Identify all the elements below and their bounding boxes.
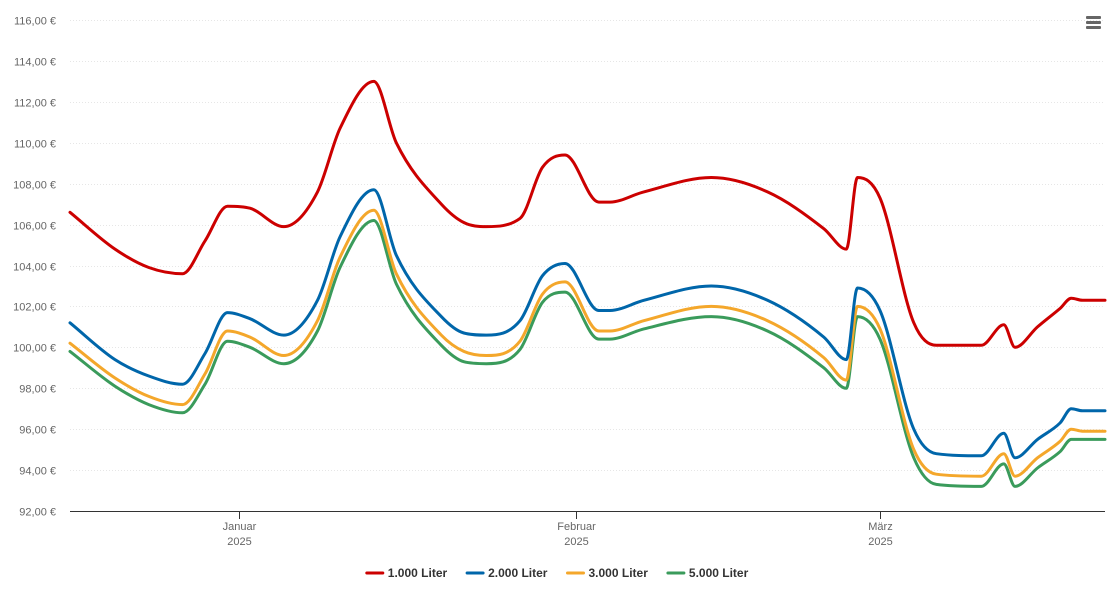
series-line [68,188,1107,460]
x-axis: Januar 2025 Februar 2025 März 2025 [70,511,1105,548]
legend-label: 5.000 Liter [689,566,749,580]
x-tick-label-year: 2025 [868,536,892,548]
y-axis-ticks: 92,00 € 94,00 € 96,00 € 98,00 € 100,00 € 102,… [13,16,56,519]
y-tick-label: 108,00 € [13,180,56,192]
legend-label: 3.000 Liter [589,566,649,580]
legend-label: 1.000 Liter [388,566,448,580]
y-tick-label: 102,00 € [13,302,56,314]
y-tick-label: 104,00 € [13,262,56,274]
grid-lines [70,20,1105,471]
legend: 1.000 Liter 2.000 Liter 3.000 Liter 5.000 L… [365,566,749,580]
series-line [68,219,1107,488]
series-lines [68,79,1107,488]
x-tick-label-month: März [868,521,892,533]
legend-item[interactable]: 1.000 Liter [365,566,448,580]
y-tick-label: 98,00 € [19,384,56,396]
series-line [68,79,1107,349]
y-tick-label: 112,00 € [14,98,56,110]
y-tick-label: 106,00 € [13,221,56,233]
legend-label: 2.000 Liter [488,566,548,580]
series-line [68,208,1107,478]
x-tick-label-year: 2025 [564,536,588,548]
legend-item[interactable]: 5.000 Liter [666,566,749,580]
x-tick-label-month: Februar [557,521,596,533]
y-tick-label: 100,00 € [13,343,56,355]
legend-item[interactable]: 2.000 Liter [465,566,548,580]
legend-item[interactable]: 3.000 Liter [566,566,649,580]
y-tick-label: 94,00 € [19,466,56,478]
x-tick-label-year: 2025 [227,536,251,548]
x-tick-label-month: Januar [223,521,257,533]
hamburger-menu-icon[interactable] [1080,10,1106,34]
y-tick-label: 110,00 € [14,139,56,151]
y-tick-label: 92,00 € [19,507,56,519]
y-tick-label: 116,00 € [14,16,56,28]
y-tick-label: 96,00 € [19,425,56,437]
y-tick-label: 114,00 € [14,57,56,69]
